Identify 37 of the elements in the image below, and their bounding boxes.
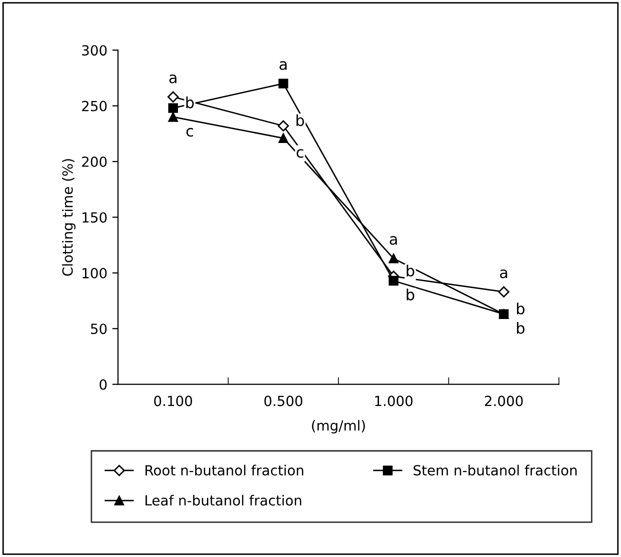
annotation: b [516, 322, 524, 334]
x-tick-label: 0.100 [154, 396, 192, 406]
point [168, 103, 178, 113]
y-tick-label: 100 [82, 268, 107, 278]
point [278, 120, 289, 132]
legend-label: Stem n-butanol fraction [414, 464, 577, 476]
annotation: a [280, 61, 287, 70]
annotation: b [186, 96, 194, 108]
y-tick-label: 150 [82, 212, 107, 223]
point [168, 112, 178, 122]
annotation: c [186, 128, 194, 137]
legend-label: Leaf n-butanol fraction [146, 494, 302, 506]
annotation: b [406, 288, 414, 300]
point [278, 78, 288, 88]
annotation: b [406, 264, 414, 277]
annotation: a [169, 74, 176, 84]
point [498, 286, 510, 298]
y-tick-label: 0 [100, 379, 107, 390]
annotation: a [500, 269, 508, 278]
x-tick-label: 0.500 [264, 396, 302, 406]
x-axis-title: (mg/ml) [312, 420, 365, 434]
legend-label: Root n-butanol fraction [146, 464, 304, 476]
y-tick-label: 50 [90, 324, 107, 334]
annotation: c [296, 149, 304, 158]
point [168, 91, 179, 103]
y-tick-label: 250 [82, 100, 107, 112]
annotation: a [390, 236, 397, 245]
annotation: b [516, 302, 524, 314]
annotation: b [296, 114, 304, 126]
y-axis-title: Clotting time (%) [62, 159, 76, 276]
point [388, 254, 398, 264]
x-tick-label: 2.000 [484, 396, 523, 406]
y-tick-label: 200 [82, 156, 107, 168]
point [388, 276, 398, 286]
y-tick-label: 300 [82, 45, 107, 56]
x-tick-label: 1.000 [375, 396, 413, 406]
point [278, 133, 288, 143]
